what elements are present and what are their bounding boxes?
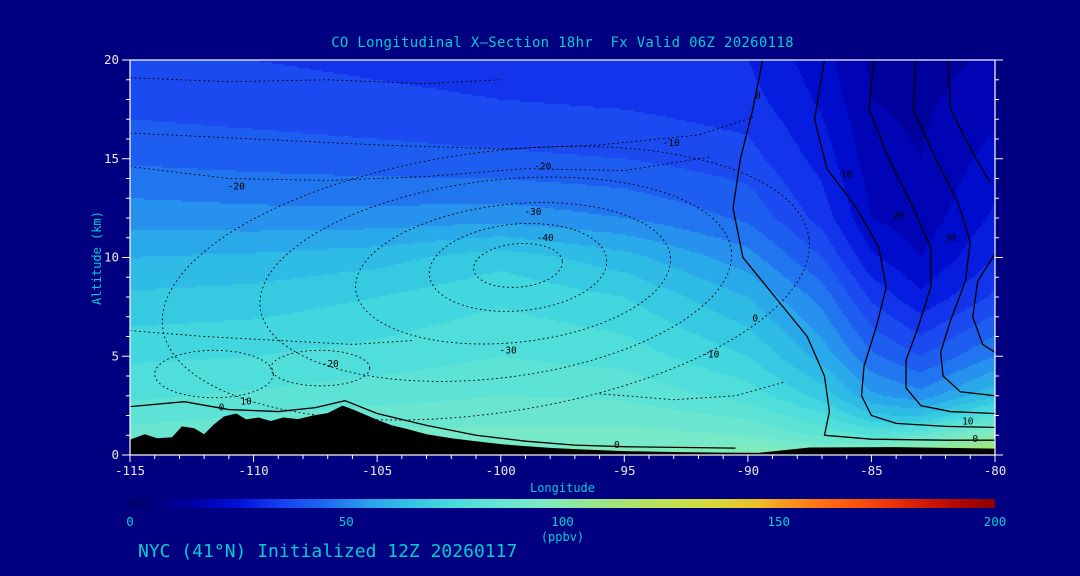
x-tick-label: -105 [362,463,392,478]
colorbar-tick-label: 50 [339,514,354,529]
colorbar-tick-label: 0 [126,514,134,529]
colorbar-units-label: (ppbv) [540,530,585,544]
x-axis-label: Longitude [529,481,596,495]
x-tick-label: -85 [860,463,883,478]
colorbar-gradient [130,499,995,508]
x-tick-label: -90 [737,463,760,478]
x-tick-label: -115 [115,463,145,478]
y-axis-label: Altitude (km) [90,211,104,305]
colorbar-tick-label: 150 [767,514,790,529]
init-caption: NYC (41°N) Initialized 12Z 20260117 [138,541,518,562]
colorbar-tick-label: 100 [551,514,574,529]
x-tick-label: -100 [486,463,516,478]
x-tick-label: -110 [239,463,269,478]
y-tick-label: 20 [104,52,119,67]
x-tick-label: -95 [613,463,636,478]
y-tick-label: 15 [104,151,119,166]
filled-contour-canvas [130,60,995,455]
y-tick-label: 10 [104,250,119,265]
y-tick-label: 5 [111,348,119,363]
x-tick-label: -80 [984,463,1007,478]
chart-title: CO Longitudinal X—Section 18hr Fx Valid … [331,35,794,51]
colorbar-tick-label: 200 [984,514,1007,529]
y-tick-label: 0 [111,447,119,462]
